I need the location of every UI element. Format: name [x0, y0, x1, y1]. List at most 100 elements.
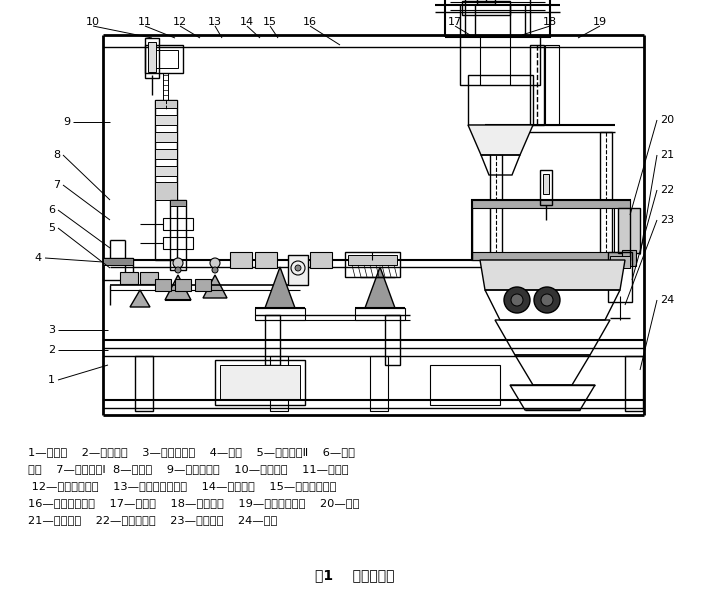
Bar [348, 255, 397, 265]
Bar [543, 174, 549, 194]
Bar [135, 356, 153, 411]
Bar [370, 356, 388, 411]
Text: 16: 16 [303, 17, 317, 27]
Bar [610, 256, 630, 268]
Text: 14: 14 [240, 17, 254, 27]
Bar [468, 75, 533, 125]
Text: 5: 5 [48, 223, 55, 233]
Circle shape [175, 267, 181, 273]
Circle shape [541, 294, 553, 306]
Bar [385, 315, 400, 365]
Bar [170, 200, 186, 270]
Bar [145, 38, 159, 78]
Bar [625, 356, 643, 411]
Bar [230, 252, 252, 268]
Bar [155, 100, 177, 260]
Bar [155, 182, 177, 200]
Bar [345, 252, 400, 277]
Bar [150, 50, 178, 68]
Text: 19: 19 [593, 17, 607, 27]
Bar [472, 200, 630, 208]
Bar [600, 132, 612, 262]
Text: 18: 18 [543, 17, 557, 27]
Bar [103, 258, 133, 265]
Bar [622, 250, 636, 266]
Circle shape [210, 258, 220, 268]
Circle shape [511, 294, 523, 306]
Polygon shape [203, 275, 227, 298]
Bar [530, 45, 544, 125]
Text: 22: 22 [660, 185, 674, 195]
Bar [472, 200, 630, 260]
Text: 1—砂码盒    2—副杆支点    3—副杆限位板    4—副杆    5—接近开关Ⅱ    6—副杆: 1—砂码盒 2—副杆支点 3—副杆限位板 4—副杆 5—接近开关Ⅱ 6—副杆 [28, 447, 355, 457]
Bar [155, 100, 177, 108]
Bar [255, 252, 277, 268]
Bar [155, 132, 177, 142]
Bar [355, 308, 405, 320]
Polygon shape [468, 125, 533, 155]
Text: 20: 20 [660, 115, 674, 125]
Polygon shape [480, 260, 625, 290]
Text: 10: 10 [86, 17, 100, 27]
Bar [155, 166, 177, 176]
Text: 6: 6 [48, 205, 55, 215]
Bar [140, 272, 158, 284]
Text: 21—秤斗配重    22—卸料门气缸    23—卸料活门    24—机架: 21—秤斗配重 22—卸料门气缸 23—卸料活门 24—机架 [28, 515, 277, 525]
Text: 11: 11 [138, 17, 152, 27]
Bar [163, 218, 193, 230]
Circle shape [504, 287, 530, 313]
Text: 3: 3 [48, 325, 55, 335]
Bar [220, 365, 300, 400]
Bar [215, 360, 305, 405]
Text: 8: 8 [53, 150, 60, 160]
Text: 13: 13 [208, 17, 222, 27]
Bar [618, 208, 640, 253]
Text: 15: 15 [263, 17, 277, 27]
Polygon shape [365, 267, 395, 308]
Bar [545, 45, 559, 125]
Bar [472, 252, 630, 260]
Text: 4: 4 [35, 253, 42, 263]
Bar [270, 356, 288, 411]
Bar [462, 1, 510, 15]
Text: 1: 1 [48, 375, 55, 385]
Bar [310, 252, 332, 268]
Circle shape [295, 265, 301, 271]
Bar [460, 35, 540, 85]
Bar [155, 115, 177, 125]
Text: 17: 17 [448, 17, 462, 27]
Text: 24: 24 [660, 295, 674, 305]
Text: 12—悬量修正游砂    13—电磁振动给料机    14—主杆支承    15—称量设置游砂: 12—悬量修正游砂 13—电磁振动给料机 14—主杆支承 15—称量设置游砂 [28, 481, 336, 491]
Text: 2: 2 [48, 345, 55, 355]
Bar [255, 308, 305, 320]
Polygon shape [130, 290, 150, 307]
Polygon shape [265, 267, 295, 308]
Bar [163, 237, 193, 249]
Bar [170, 200, 186, 206]
Text: 9: 9 [63, 117, 70, 127]
Bar [155, 279, 171, 291]
Bar [608, 252, 632, 302]
Bar [288, 255, 308, 285]
Bar [155, 149, 177, 159]
Text: 7: 7 [53, 180, 60, 190]
Bar [265, 315, 280, 365]
Text: 23: 23 [660, 215, 674, 225]
Circle shape [534, 287, 560, 313]
Polygon shape [165, 275, 191, 300]
Bar [490, 132, 502, 262]
Bar [120, 272, 138, 284]
Bar [477, 0, 495, 4]
Bar [145, 45, 183, 73]
Bar [540, 170, 552, 205]
Circle shape [212, 267, 218, 273]
Bar [175, 279, 191, 291]
Text: 游砂    7—接近开关Ⅰ  8—主秤杆    9—主杆限位架    10—压杆气缸    11—电磁阀: 游砂 7—接近开关Ⅰ 8—主秤杆 9—主杆限位架 10—压杆气缸 11—电磁阀 [28, 464, 348, 474]
Circle shape [173, 258, 183, 268]
Bar [430, 365, 500, 405]
Text: 21: 21 [660, 150, 674, 160]
Bar [103, 258, 133, 280]
Bar [195, 279, 211, 291]
Text: 图1    计量机结构: 图1 计量机结构 [315, 568, 395, 582]
Text: 16—料斗升降机构    17—进料斗    18—活动料斗    19—给料活门气缸    20—秤斗: 16—料斗升降机构 17—进料斗 18—活动料斗 19—给料活门气缸 20—秤斗 [28, 498, 360, 508]
